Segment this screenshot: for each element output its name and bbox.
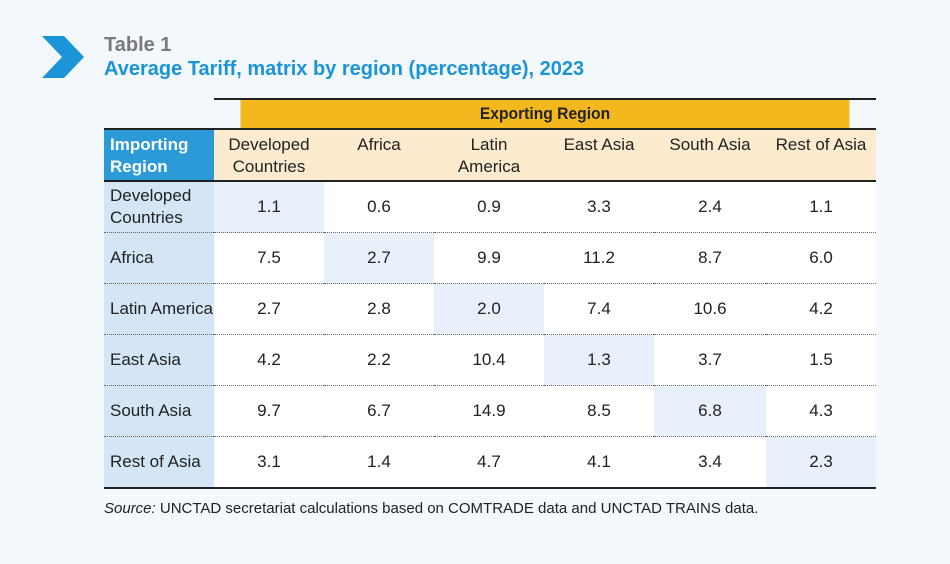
table-row: South Asia 9.7 6.7 14.9 8.5 6.8 4.3 (104, 385, 877, 437)
chevron-right-icon (42, 36, 84, 78)
table-cell: 9.7 (214, 385, 324, 437)
table-cell: 2.4 (654, 181, 766, 233)
tariff-matrix-table: Exporting Region Importing Region Develop… (104, 98, 877, 489)
table-cell: 3.7 (654, 334, 766, 386)
table-cell: 10.4 (434, 334, 544, 386)
column-header: Developed Countries (214, 128, 324, 182)
row-header: Latin America (104, 283, 214, 335)
table-cell: 2.8 (324, 283, 434, 335)
importing-region-header: Importing Region (104, 128, 214, 182)
table-cell: 2.0 (434, 283, 544, 335)
table-cell: 8.7 (654, 232, 766, 284)
table-cell: 1.1 (766, 181, 877, 233)
table-cell: 10.6 (654, 283, 766, 335)
table-cell: 1.4 (324, 436, 434, 489)
row-header: Africa (104, 232, 214, 284)
table-cell: 4.2 (766, 283, 877, 335)
table-cell: 3.1 (214, 436, 324, 489)
table-cell: 2.7 (214, 283, 324, 335)
table-cell: 11.2 (544, 232, 654, 284)
table-title: Average Tariff, matrix by region (percen… (104, 58, 585, 80)
table-cell: 0.6 (324, 181, 434, 233)
exporting-region-header: Exporting Region (240, 98, 850, 129)
row-header: Developed Countries (104, 181, 214, 233)
table-cell: 1.1 (214, 181, 324, 233)
table-cell: 2.3 (766, 436, 877, 489)
table-cell: 1.5 (766, 334, 877, 386)
table-cell: 9.9 (434, 232, 544, 284)
table-cell: 6.7 (324, 385, 434, 437)
table-cell: 4.3 (766, 385, 877, 437)
blank-corner (104, 99, 214, 129)
table-cell: 7.4 (544, 283, 654, 335)
table-cell: 4.1 (544, 436, 654, 489)
table-cell: 2.2 (324, 334, 434, 386)
column-header: South Asia (654, 128, 766, 182)
row-header: South Asia (104, 385, 214, 437)
row-header: Rest of Asia (104, 436, 214, 489)
table-cell: 7.5 (214, 232, 324, 284)
table-cell: 2.7 (324, 232, 434, 284)
table-cell: 4.7 (434, 436, 544, 489)
table-cell: 6.8 (654, 385, 766, 437)
column-header: Africa (324, 128, 434, 182)
table-row: East Asia 4.2 2.2 10.4 1.3 3.7 1.5 (104, 334, 877, 386)
table-cell: 3.4 (654, 436, 766, 489)
column-header: Latin America (434, 128, 544, 182)
table-row: Rest of Asia 3.1 1.4 4.7 4.1 3.4 2.3 (104, 436, 877, 489)
table-label: Table 1 (104, 34, 172, 56)
table-cell: 14.9 (434, 385, 544, 437)
table-cell: 0.9 (434, 181, 544, 233)
table-cell: 8.5 (544, 385, 654, 437)
row-header: East Asia (104, 334, 214, 386)
table-row: Africa 7.5 2.7 9.9 11.2 8.7 6.0 (104, 232, 877, 284)
table-cell: 1.3 (544, 334, 654, 386)
table-cell: 6.0 (766, 232, 877, 284)
column-header: Rest of Asia (766, 128, 877, 182)
column-header: East Asia (544, 128, 654, 182)
source-note: Source: UNCTAD secretariat calculations … (104, 500, 758, 517)
table-row: Latin America 2.7 2.8 2.0 7.4 10.6 4.2 (104, 283, 877, 335)
source-label: Source: (104, 500, 156, 517)
source-text: UNCTAD secretariat calculations based on… (155, 500, 759, 517)
table-cell: 3.3 (544, 181, 654, 233)
table-cell: 4.2 (214, 334, 324, 386)
table-row: Developed Countries 1.1 0.6 0.9 3.3 2.4 1.1 (104, 181, 877, 233)
